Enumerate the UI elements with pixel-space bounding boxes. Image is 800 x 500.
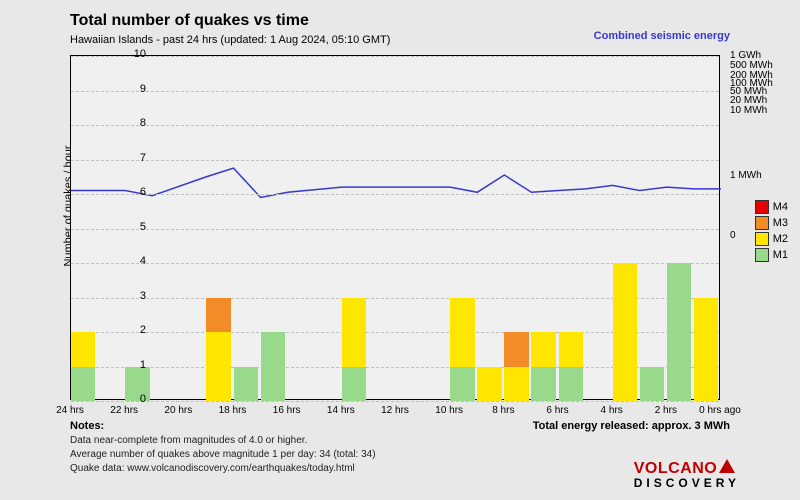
y-tick-label: 3 (121, 290, 146, 302)
logo: VOLCANO DISCOVERY (634, 459, 740, 490)
y-tick-label: 5 (121, 221, 146, 233)
bar-segment-m2 (71, 332, 95, 367)
x-tick-label: 8 hrs (492, 405, 514, 416)
x-tick-label: 22 hrs (110, 405, 138, 416)
legend-swatch (755, 232, 769, 246)
x-tick-label: 24 hrs (56, 405, 84, 416)
legend-item: M1 (755, 248, 788, 262)
bar-segment-m1 (559, 367, 583, 402)
notes-line: Average number of quakes above magnitude… (70, 449, 376, 460)
bar-segment-m2 (477, 367, 501, 402)
bar-segment-m3 (206, 298, 230, 333)
bar-segment-m2 (206, 332, 230, 401)
legend-item: M3 (755, 216, 788, 230)
bar-segment-m1 (531, 367, 555, 402)
logo-text-2: DISCOVERY (634, 476, 740, 490)
legend-label: M2 (773, 233, 788, 245)
y-tick-label: 0 (121, 393, 146, 405)
chart-container: Total number of quakes vs time Hawaiian … (0, 0, 800, 500)
total-energy-label: Total energy released: approx. 3 MWh (533, 420, 730, 432)
bar-segment-m2 (531, 332, 555, 367)
y-tick-label: 9 (121, 83, 146, 95)
x-tick-label: 20 hrs (164, 405, 192, 416)
x-tick-label: 4 hrs (601, 405, 623, 416)
y-tick-label: 1 (121, 359, 146, 371)
legend-swatch (755, 216, 769, 230)
legend-label: M3 (773, 217, 788, 229)
x-tick-label: 16 hrs (273, 405, 301, 416)
x-tick-label: 2 hrs (655, 405, 677, 416)
bar-segment-m2 (613, 263, 637, 401)
legend-label: M4 (773, 201, 788, 213)
legend: M4 M3 M2 M1 (755, 200, 788, 264)
bar-segment-m2 (342, 298, 366, 367)
bar-segment-m2 (694, 298, 718, 402)
chart-title: Total number of quakes vs time (70, 12, 309, 30)
legend-swatch (755, 248, 769, 262)
x-tick-label: 14 hrs (327, 405, 355, 416)
bar-segment-m1 (234, 367, 258, 402)
x-tick-label: 18 hrs (219, 405, 247, 416)
bar-segment-m3 (504, 332, 528, 367)
notes-line: Quake data: www.volcanodiscovery.com/ear… (70, 463, 355, 474)
bar-segment-m2 (559, 332, 583, 367)
legend-item: M2 (755, 232, 788, 246)
energy-legend-label: Combined seismic energy (594, 30, 730, 42)
bar-segment-m1 (71, 367, 95, 402)
volcano-icon (719, 459, 735, 473)
bar-segment-m1 (667, 263, 691, 401)
notes-line: Data near-complete from magnitudes of 4.… (70, 435, 307, 446)
x-tick-label: 6 hrs (546, 405, 568, 416)
notes-title: Notes: (70, 420, 104, 432)
chart-subtitle: Hawaiian Islands - past 24 hrs (updated:… (70, 34, 390, 46)
plot-area (70, 55, 720, 400)
x-tick-label: 0 hrs ago (699, 405, 741, 416)
y2-tick-label: 1 MWh (730, 170, 762, 181)
y2-tick-label: 10 MWh (730, 105, 767, 116)
bar-segment-m2 (504, 367, 528, 402)
bar-segment-m1 (342, 367, 366, 402)
bar-segment-m1 (640, 367, 664, 402)
bar-segment-m1 (261, 332, 285, 401)
bar-segment-m1 (450, 367, 474, 402)
legend-swatch (755, 200, 769, 214)
bar-segment-m2 (450, 298, 474, 367)
y-tick-label: 6 (121, 186, 146, 198)
y-tick-label: 8 (121, 117, 146, 129)
legend-item: M4 (755, 200, 788, 214)
y2-tick-label: 0 (730, 230, 736, 241)
y-tick-label: 4 (121, 255, 146, 267)
x-tick-label: 12 hrs (381, 405, 409, 416)
y-tick-label: 10 (121, 48, 146, 60)
y-tick-label: 7 (121, 152, 146, 164)
x-tick-label: 10 hrs (435, 405, 463, 416)
legend-label: M1 (773, 249, 788, 261)
y-tick-label: 2 (121, 324, 146, 336)
